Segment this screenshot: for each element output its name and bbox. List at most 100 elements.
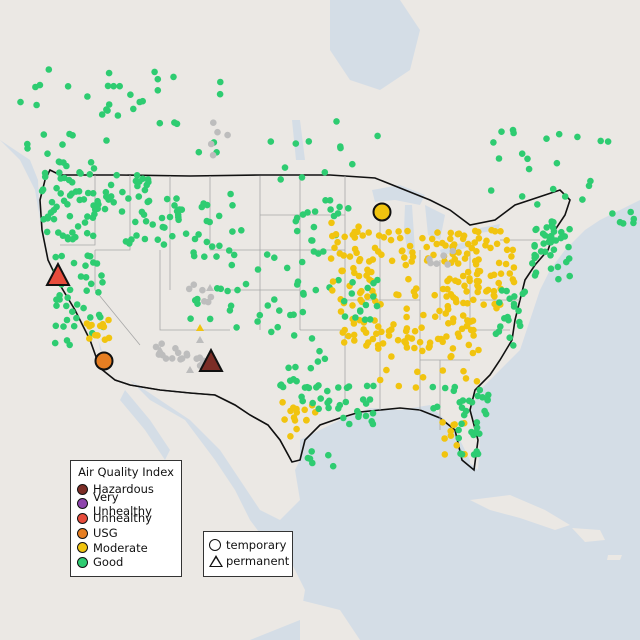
monitor-dot <box>441 384 449 392</box>
monitor-dot <box>533 225 540 233</box>
monitor-dot <box>204 298 212 306</box>
monitor-dot <box>497 270 505 278</box>
monitor-dot <box>175 213 182 221</box>
monitor-dot <box>550 246 558 253</box>
monitor-dot <box>169 232 176 240</box>
monitor-dot <box>59 141 66 148</box>
monitor-dot <box>107 181 115 189</box>
monitor-dot <box>352 314 359 321</box>
land-cuba <box>470 495 570 530</box>
monitor-dot <box>472 257 479 265</box>
monitor-dot <box>447 427 455 435</box>
monitor-dot <box>57 175 64 182</box>
monitor-dot <box>362 301 370 309</box>
monitor-dot <box>454 230 462 238</box>
monitor-dot <box>460 367 467 375</box>
monitor-dot <box>416 338 424 346</box>
monitor-dot <box>143 181 150 189</box>
monitor-dot <box>281 164 289 171</box>
monitor-dot <box>136 178 143 185</box>
monitor-dot <box>256 311 264 319</box>
monitor-dot <box>457 450 464 458</box>
monitor-dot <box>86 171 94 178</box>
monitor-dot <box>490 139 497 146</box>
monitor-dot <box>444 306 452 313</box>
aqi-legend-label: Unhealthy <box>93 511 152 526</box>
monitor-dot <box>332 231 340 238</box>
monitor-dot <box>172 345 179 352</box>
monitor-dot <box>378 328 385 336</box>
monitor-dot <box>380 234 388 241</box>
monitor-dot <box>66 341 73 349</box>
monitor-dot <box>195 231 202 238</box>
monitor-dot <box>53 203 60 211</box>
monitor-dot <box>497 323 504 330</box>
aqi-legend-label: USG <box>93 526 118 541</box>
monitor-dot <box>467 318 475 325</box>
monitor-dot <box>369 293 377 300</box>
gulf-of-mexico <box>300 412 470 510</box>
monitor-dot <box>434 335 442 343</box>
monitor-dot <box>90 165 98 172</box>
monitor-dot <box>224 287 231 295</box>
monitor-dot <box>395 382 403 390</box>
monitor-dot <box>447 229 455 237</box>
monitor-dot <box>207 140 215 148</box>
monitor-dot <box>597 137 604 145</box>
monitor-dot <box>336 250 344 257</box>
monitor-dot <box>325 397 333 405</box>
monitor-dot <box>290 414 298 421</box>
monitor-dot <box>86 252 94 260</box>
monitor-dot <box>168 355 176 362</box>
highlight-unhealthy-triangle[interactable] <box>45 261 71 286</box>
monitor-dot <box>327 255 335 262</box>
monitor-dot <box>451 421 459 428</box>
monitor-dot <box>310 223 318 231</box>
monitor-dot <box>242 280 250 288</box>
monitor-dot <box>238 227 245 234</box>
monitor-dot <box>627 208 634 216</box>
monitor-dot <box>414 368 421 376</box>
monitor-dot <box>191 235 199 243</box>
monitor-dot <box>213 253 220 260</box>
mexico-border <box>114 379 293 463</box>
monitor-dot <box>473 378 481 385</box>
monitor-dot <box>374 132 381 140</box>
monitor-dot <box>264 302 272 309</box>
monitor-dot <box>555 130 563 138</box>
monitor-dot <box>359 396 367 403</box>
monitor-dot <box>132 218 139 226</box>
monitor-dot <box>84 189 92 197</box>
monitor-dot <box>328 219 335 227</box>
highlight-moderate-circle[interactable] <box>372 202 392 222</box>
monitor-dot <box>53 302 60 310</box>
monitor-dot <box>216 242 223 250</box>
monitor-dot <box>359 232 367 239</box>
monitor-dot <box>439 367 447 374</box>
monitor-dot <box>50 215 58 223</box>
monitor-dot <box>171 202 178 209</box>
monitor-dot <box>490 292 498 299</box>
monitor-dot <box>503 237 511 244</box>
monitor-dot <box>466 277 474 285</box>
monitor-dot <box>45 66 53 73</box>
moderate-swatch <box>77 542 88 554</box>
monitor-dot <box>104 82 112 90</box>
monitor-dot <box>254 266 262 273</box>
monitor-dot <box>496 299 503 306</box>
monitor-dot <box>303 416 310 424</box>
monitor-dot <box>93 260 101 267</box>
monitor-dot <box>484 286 492 294</box>
monitor-dot <box>145 197 153 205</box>
monitor-dot <box>475 284 482 291</box>
monitor-dot <box>116 82 123 90</box>
land-hispaniola <box>572 528 605 542</box>
monitor-dot <box>293 227 301 235</box>
highlight-usg-circle[interactable] <box>94 351 114 371</box>
monitor-triangle <box>186 366 194 373</box>
monitor-dot <box>561 233 569 240</box>
monitor-dot <box>394 336 402 344</box>
monitor-dot <box>317 395 325 402</box>
highlight-hazardous-triangle[interactable] <box>198 347 224 372</box>
